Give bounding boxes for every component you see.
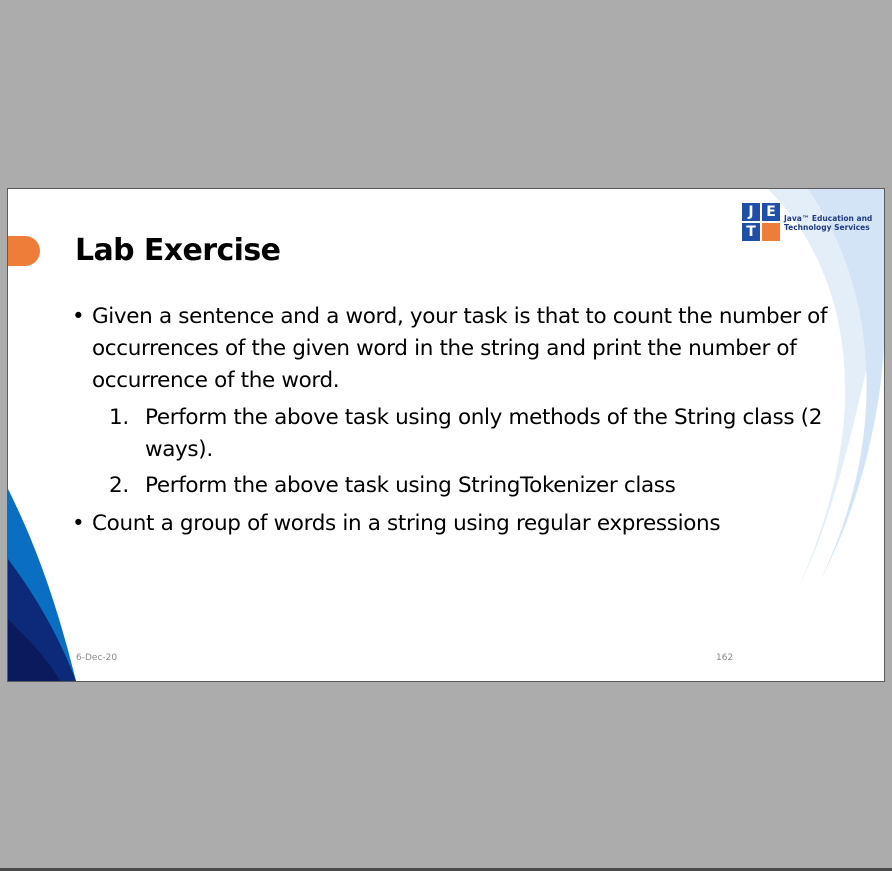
- slide-body: • Given a sentence and a word, your task…: [72, 301, 852, 545]
- bullet-item: • Count a group of words in a string usi…: [72, 508, 852, 540]
- logo-letter-e: E: [762, 203, 780, 221]
- item-number: 1.: [109, 405, 129, 430]
- footer-date: 6-Dec-20: [76, 653, 118, 663]
- viewer-bottom-edge: [0, 868, 892, 871]
- slide: Lab Exercise J E T Java™ Education and T…: [7, 188, 885, 682]
- slide-title: Lab Exercise: [75, 233, 281, 268]
- numbered-item: 2. Perform the above task using StringTo…: [72, 470, 852, 502]
- title-accent-tab: [8, 236, 40, 266]
- slide-background-waves: [8, 189, 884, 681]
- logo-caption: Java™ Education and Technology Services: [784, 214, 878, 232]
- logo-letter-j: J: [742, 203, 760, 221]
- item-text: Perform the above task using StringToken…: [145, 473, 676, 498]
- bullet-item: • Given a sentence and a word, your task…: [72, 301, 852, 397]
- bullet-text: Count a group of words in a string using…: [92, 511, 721, 536]
- numbered-list: 1. Perform the above task using only met…: [72, 402, 852, 502]
- page-number: 162: [716, 653, 734, 663]
- bullet-dot: •: [72, 304, 85, 329]
- logo-letter-t: T: [742, 223, 760, 241]
- bullet-dot: •: [72, 511, 85, 536]
- jets-logo: J E T Java™ Education and Technology Ser…: [742, 203, 878, 243]
- numbered-item: 1. Perform the above task using only met…: [72, 402, 852, 466]
- logo-orange-cell: [762, 223, 780, 241]
- item-number: 2.: [109, 473, 129, 498]
- logo-caption-line2: Technology Services: [784, 223, 870, 232]
- logo-caption-line1: Java™ Education and: [784, 214, 873, 223]
- item-text: Perform the above task using only method…: [145, 405, 823, 462]
- bullet-text: Given a sentence and a word, your task i…: [92, 304, 828, 393]
- logo-grid: J E T: [742, 203, 780, 241]
